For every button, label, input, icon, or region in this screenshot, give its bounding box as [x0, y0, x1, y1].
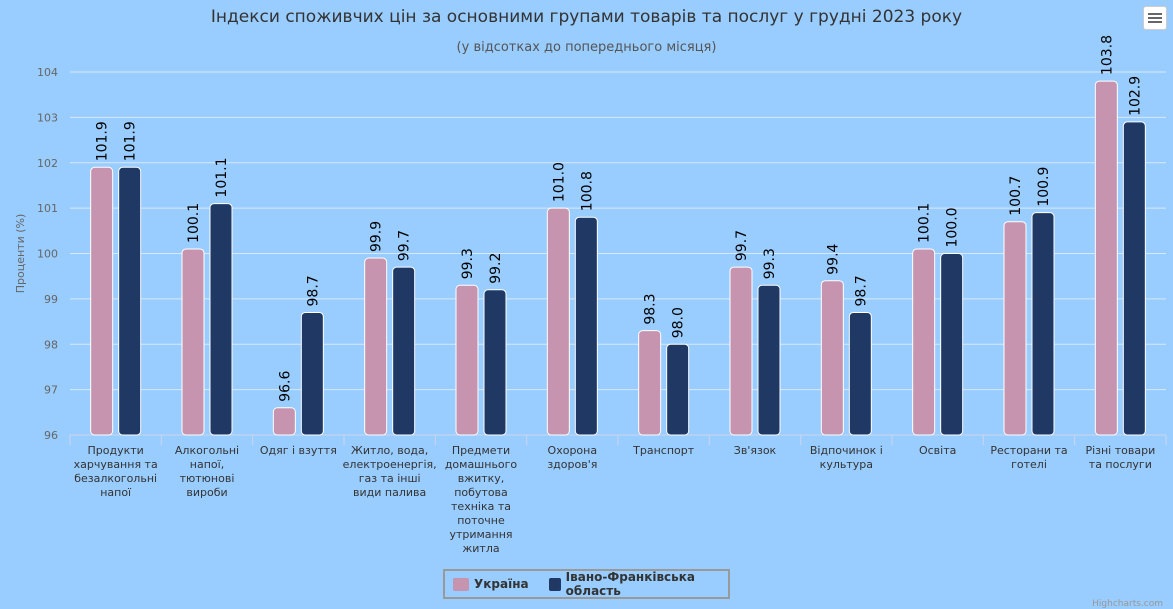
data-label: 98.0	[671, 307, 687, 338]
data-label: 101.9	[95, 121, 111, 161]
y-tick-label: 98	[44, 338, 58, 351]
bar[interactable]	[455, 284, 479, 436]
y-tick-label: 96	[44, 429, 58, 442]
data-label: 100.7	[1008, 176, 1024, 216]
data-label: 100.9	[1036, 167, 1052, 207]
data-label: 100.0	[945, 207, 961, 247]
y-tick-label: 100	[37, 248, 58, 261]
data-label: 98.3	[643, 293, 659, 324]
data-label: 102.9	[1127, 76, 1143, 116]
bar[interactable]	[118, 166, 142, 436]
bar[interactable]	[1003, 221, 1027, 436]
chart-subtitle: (у відсотках до попереднього місяця)	[456, 40, 717, 55]
bar[interactable]	[1094, 80, 1118, 436]
bar[interactable]	[940, 253, 964, 436]
legend: Україна Івано-Франківська область	[443, 569, 730, 599]
x-tick-label: Продукти харчування та безалкогольні напої	[74, 444, 158, 499]
x-tick-label: Житло, вода, електроенергія, газ та інші ви…	[343, 444, 437, 499]
data-label: 103.8	[1099, 35, 1115, 75]
chart-title: Індекси споживчих цін за основними група…	[210, 7, 963, 27]
legend-label-ivano-frankivsk: Івано-Франківська область	[565, 570, 696, 598]
x-tick-label: Зв'язок	[734, 444, 777, 457]
bar[interactable]	[666, 343, 690, 436]
bar[interactable]	[729, 266, 753, 436]
hamburger-menu-icon[interactable]	[1143, 6, 1167, 30]
legend-swatch-ukraine	[453, 577, 469, 591]
legend-label-ukraine: Україна	[474, 577, 529, 591]
y-tick-label: 102	[37, 157, 58, 170]
y-tick-label: 97	[44, 384, 58, 397]
legend-item-ukraine[interactable]: Україна	[453, 577, 529, 591]
bar[interactable]	[181, 248, 205, 436]
bar[interactable]	[90, 166, 114, 436]
bar[interactable]	[300, 311, 324, 436]
bar[interactable]	[1122, 121, 1146, 436]
data-label: 99.3	[762, 248, 778, 279]
data-label: 99.4	[825, 243, 841, 274]
data-label: 101.9	[123, 121, 139, 161]
bar[interactable]	[364, 257, 388, 436]
x-tick-label: Предмети домашнього вжитку, побутова техніка…	[445, 444, 518, 555]
x-tick-label: Освіта	[919, 444, 956, 457]
bar[interactable]	[1031, 212, 1055, 436]
data-label: 99.7	[734, 230, 750, 261]
data-label: 100.8	[579, 171, 595, 211]
data-label: 98.7	[305, 275, 321, 306]
data-label: 100.1	[917, 203, 933, 243]
data-label: 96.6	[277, 371, 293, 402]
bar[interactable]	[392, 266, 416, 436]
bar[interactable]	[483, 289, 507, 436]
bar[interactable]	[272, 407, 296, 436]
bar[interactable]	[912, 248, 936, 436]
x-tick-label: Одяг і взуття	[260, 444, 337, 457]
bar[interactable]	[574, 216, 598, 436]
legend-swatch-ivano-frankivsk	[548, 577, 561, 591]
data-label: 100.1	[186, 203, 202, 243]
bar[interactable]	[638, 330, 662, 436]
x-tick-label: Алкогольні напої, тютюнові вироби	[175, 444, 239, 499]
y-tick-label: 99	[44, 293, 58, 306]
x-tick-label: Транспорт	[632, 444, 695, 457]
data-label: 99.2	[488, 253, 504, 284]
x-tick-label: Охорона здоров'я	[547, 444, 597, 471]
x-tick-label: Різні товари та послуги	[1085, 444, 1155, 471]
y-tick-label: 101	[37, 202, 58, 215]
data-label: 98.7	[853, 275, 869, 306]
bar[interactable]	[757, 284, 781, 436]
bar[interactable]	[820, 280, 844, 436]
y-tick-label: 104	[37, 66, 58, 79]
legend-item-ivano-frankivsk[interactable]: Івано-Франківська область	[548, 570, 708, 598]
data-label: 101.1	[214, 157, 230, 197]
data-label: 99.3	[460, 248, 476, 279]
credits-link[interactable]: Highcharts.com	[1092, 599, 1163, 609]
data-label: 99.9	[369, 221, 385, 252]
x-tick-label: Відпочинок і культура	[810, 444, 883, 471]
bar[interactable]	[848, 311, 872, 436]
data-label: 101.0	[551, 162, 567, 202]
x-tick-label: Ресторани та готелі	[990, 444, 1067, 471]
bar[interactable]	[546, 207, 570, 436]
y-tick-label: 103	[37, 111, 58, 124]
bar[interactable]	[209, 203, 233, 436]
data-label: 99.7	[397, 230, 413, 261]
y-axis-title: Проценти (%)	[14, 214, 27, 294]
